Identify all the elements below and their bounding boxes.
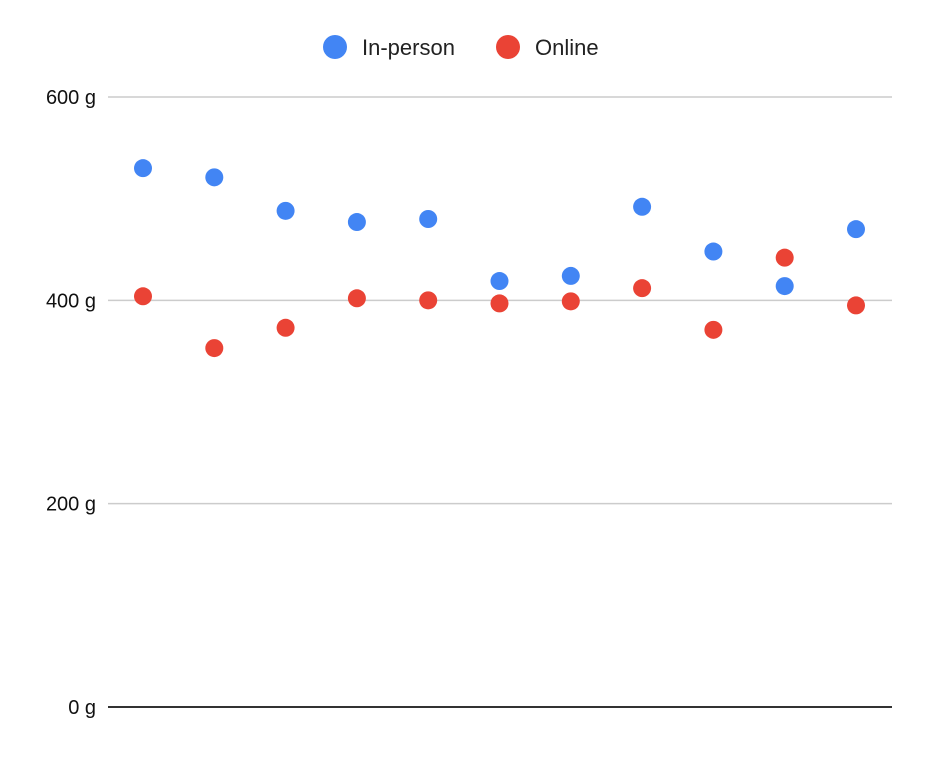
legend-item: Online [496,35,599,60]
legend: In-person Online [323,35,599,60]
legend-label: In-person [362,35,455,60]
data-point [347,289,366,308]
data-point [633,279,652,298]
data-point [419,291,438,310]
data-point [276,318,295,337]
data-point [134,159,152,178]
y-tick-label: 400 g [46,290,96,312]
data-point [490,272,509,291]
data-point [633,197,652,216]
series-1 [134,248,865,358]
legend-marker [496,35,520,59]
y-axis: 0 g 200 g 400 g 600 g [46,87,96,719]
data-point [490,294,509,313]
data-point [419,210,438,228]
data-point [704,320,723,339]
data-points [134,159,865,358]
data-point [704,242,723,261]
legend-marker [323,35,347,59]
data-point [134,287,152,306]
grid-lines [108,96,892,708]
data-point [847,220,865,239]
data-point [205,168,224,187]
data-point [561,292,580,311]
legend-item: In-person [323,35,455,60]
legend-label: Online [535,35,599,60]
series-0 [134,159,865,296]
data-point [847,296,865,315]
data-point [775,277,794,296]
y-tick-label: 600 g [46,87,96,109]
data-point [205,339,224,358]
data-point [276,201,295,220]
data-point [775,248,794,267]
data-point [347,213,366,232]
y-tick-label: 200 g [46,494,96,516]
y-tick-label: 0 g [68,697,96,719]
data-point [561,266,580,285]
